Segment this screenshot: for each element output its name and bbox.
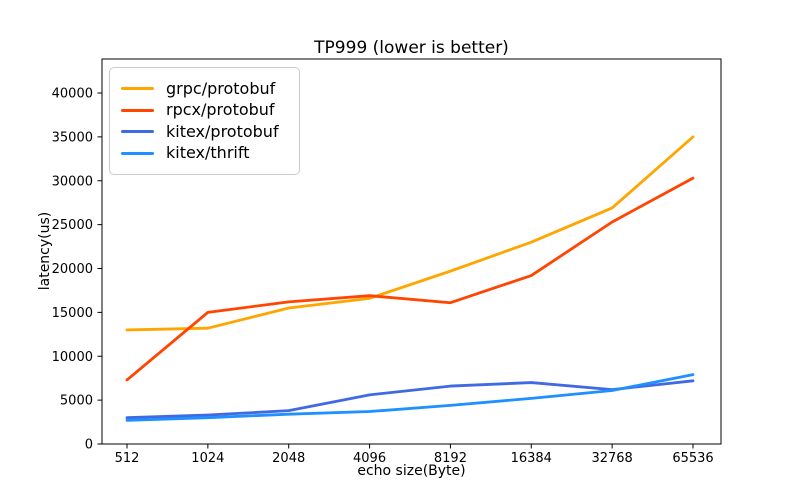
legend-line-sample — [121, 151, 154, 155]
legend: grpc/protobuf rpcx/protobuf kitex/protobuf… — [109, 67, 300, 175]
legend-item: kitex/protobuf — [121, 121, 279, 142]
legend-item: grpc/protobuf — [121, 78, 279, 99]
y-tick-label: 0 — [85, 438, 93, 453]
x-tick-label: 16384 — [511, 451, 552, 466]
legend-label: grpc/protobuf — [166, 78, 276, 98]
legend-line-sample — [121, 87, 154, 90]
x-tick-label: 32768 — [591, 451, 632, 466]
legend-label: kitex/thrift — [166, 143, 250, 163]
y-tick-label: 10000 — [52, 350, 93, 365]
y-axis-label: latency(us) — [37, 211, 53, 291]
x-tick-label: 8192 — [434, 451, 467, 466]
legend-line-sample — [121, 108, 154, 112]
x-tick-label: 1024 — [191, 451, 224, 466]
y-tick-label: 15000 — [52, 306, 93, 321]
y-tick-label: 20000 — [52, 262, 93, 277]
legend-item: kitex/thrift — [121, 143, 279, 164]
series-line-grpc-protobuf — [125, 135, 695, 332]
series-line-kitex-protobuf — [125, 379, 695, 420]
legend-line-sample — [121, 130, 154, 134]
series-line-rpcx-protobuf — [125, 176, 695, 382]
y-tick-label: 30000 — [52, 174, 93, 189]
plot-border — [101, 58, 722, 445]
y-tick-label: 35000 — [52, 130, 93, 145]
legend-label: kitex/protobuf — [166, 121, 279, 141]
legend-item: rpcx/protobuf — [121, 100, 279, 121]
y-tick-label: 25000 — [52, 218, 93, 233]
y-tick-label: 5000 — [60, 394, 93, 409]
legend-label: rpcx/protobuf — [166, 100, 275, 120]
series-line-kitex-thrift — [125, 373, 695, 422]
x-tick-label: 65536 — [672, 451, 713, 466]
chart-title: TP999 (lower is better) — [314, 38, 509, 58]
x-axis-label: echo size(Byte) — [357, 463, 466, 479]
x-tick-label: 2048 — [272, 451, 305, 466]
x-tick-label: 4096 — [353, 451, 386, 466]
x-tick-label: 512 — [115, 451, 140, 466]
y-tick-label: 40000 — [52, 87, 93, 102]
